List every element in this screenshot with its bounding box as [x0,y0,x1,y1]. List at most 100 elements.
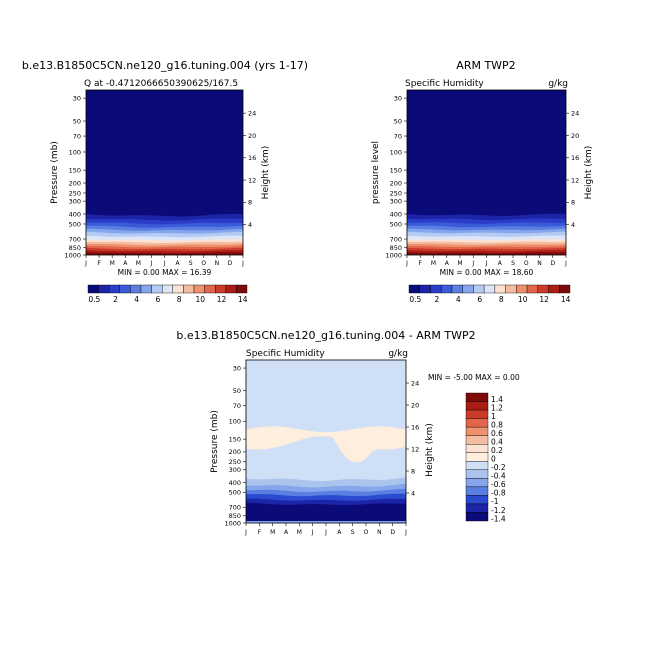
month-tick-label: J [150,260,153,267]
panel-title: b.e13.B1850C5CN.ne120_g16.tuning.004 (yr… [22,59,308,72]
colorbar-label: 8 [177,295,182,304]
pressure-tick-label: 300 [229,466,241,474]
height-tick-label: 24 [248,109,256,117]
colorbar-swatch [559,284,571,294]
pressure-tick-label: 200 [69,179,81,187]
height-tick-label: 8 [411,467,415,475]
colorbar-label: 14 [238,295,248,304]
month-tick-label: J [404,529,407,536]
panel-subtitle-right: g/kg [548,79,568,89]
colorbar-swatch [548,284,560,294]
colorbar-label: 14 [561,295,571,304]
height-tick-label: 16 [411,423,419,431]
pressure-tick-label: 70 [233,402,241,410]
colorbar-swatch [465,486,489,496]
pressure-tick-label: 850 [390,244,402,252]
colorbar-label: -1.2 [491,506,506,515]
surface-strip [246,521,406,523]
pressure-tick-label: 500 [390,220,402,228]
month-tick-label: M [457,260,462,267]
pressure-tick-label: 200 [390,179,402,187]
pressure-tick-label: 1000 [385,251,402,259]
colorbar-label: -0.6 [491,480,506,489]
height-tick-label: 20 [571,132,579,140]
height-tick-label: 20 [248,132,256,140]
pressure-tick-label: 150 [229,435,241,443]
month-tick-label: D [228,260,233,267]
colorbar-swatch [130,284,142,294]
month-tick-label: F [419,260,423,267]
month-tick-label: O [524,260,529,267]
colorbar-label: 12 [217,295,227,304]
month-tick-label: S [511,260,515,267]
negative-anomaly-band [246,508,406,523]
pressure-tick-label: 850 [229,512,241,520]
colorbar-label: 2 [113,295,118,304]
pressure-tick-label: 70 [394,132,402,140]
colorbar-swatch [193,284,205,294]
colorbar-label: 0.5 [409,295,421,304]
pressure-tick-label: 250 [390,189,402,197]
colorbar-swatch [465,503,489,513]
panel-3: b.e13.B1850C5CN.ne120_g16.tuning.004 - A… [176,329,519,536]
pressure-tick-label: 100 [229,418,241,426]
colorbar-label: 0.2 [491,446,503,455]
y-axis-label: Pressure (mb) [50,141,60,204]
height-tick-label: 8 [248,199,252,207]
colorbar-swatch [465,401,489,411]
month-tick-label: J [311,529,314,536]
colorbar-swatch [462,284,474,294]
colorbar-swatch [505,284,517,294]
pressure-tick-label: 30 [233,364,241,372]
pressure-tick-label: 700 [390,235,402,243]
pressure-tick-label: 700 [229,504,241,512]
colorbar-label: 12 [539,295,549,304]
month-tick-label: M [297,529,302,536]
pressure-tick-label: 1000 [64,251,81,259]
colorbar-swatch [465,461,489,470]
month-tick-label: J [84,260,87,267]
y-axis-right-label: Height (km) [425,423,435,477]
month-tick-label: N [537,260,542,267]
height-tick-label: 24 [571,109,579,117]
month-tick-label: A [123,260,128,267]
colorbar-swatch [465,469,489,479]
colorbar-swatch [473,284,485,294]
month-tick-label: J [241,260,244,267]
colorbar-swatch [451,284,463,294]
colorbar-swatch [108,284,120,294]
pressure-tick-label: 500 [229,489,241,497]
colorbar-swatch [119,284,131,294]
colorbar-label: 10 [518,295,528,304]
pressure-tick-label: 50 [394,117,402,125]
colorbar-label: -0.8 [491,489,506,498]
colorbar-swatch [537,284,549,294]
pressure-tick-label: 200 [229,448,241,456]
month-tick-label: M [110,260,115,267]
colorbar-swatch [465,409,489,419]
month-tick-label: J [405,260,408,267]
panel-title: ARM TWP2 [456,59,515,72]
colorbar-swatch [465,478,489,488]
month-tick-label: F [258,529,262,536]
positive-anomaly-region [246,426,406,463]
colorbar-swatch [465,495,489,505]
height-tick-label: 24 [411,379,419,387]
colorbar-swatch [87,284,99,294]
pressure-tick-label: 100 [390,148,402,156]
height-tick-label: 12 [571,176,579,184]
min-max-stats: MIN = 0.00 MAX = 18.60 [440,268,534,277]
month-tick-label: D [550,260,555,267]
month-tick-label: A [498,260,503,267]
month-tick-label: J [244,529,247,536]
pressure-tick-label: 500 [69,220,81,228]
height-tick-label: 4 [411,489,415,497]
colorbar-label: 1 [491,412,496,421]
colorbar-label: 0.8 [491,420,503,429]
panel-subtitle-left: Specific Humidity [405,79,484,89]
colorbar-label: 4 [456,295,461,304]
min-max-stats: MIN = 0.00 MAX = 16.39 [118,268,212,277]
colorbar-swatch [236,284,248,294]
height-tick-label: 16 [571,154,579,162]
